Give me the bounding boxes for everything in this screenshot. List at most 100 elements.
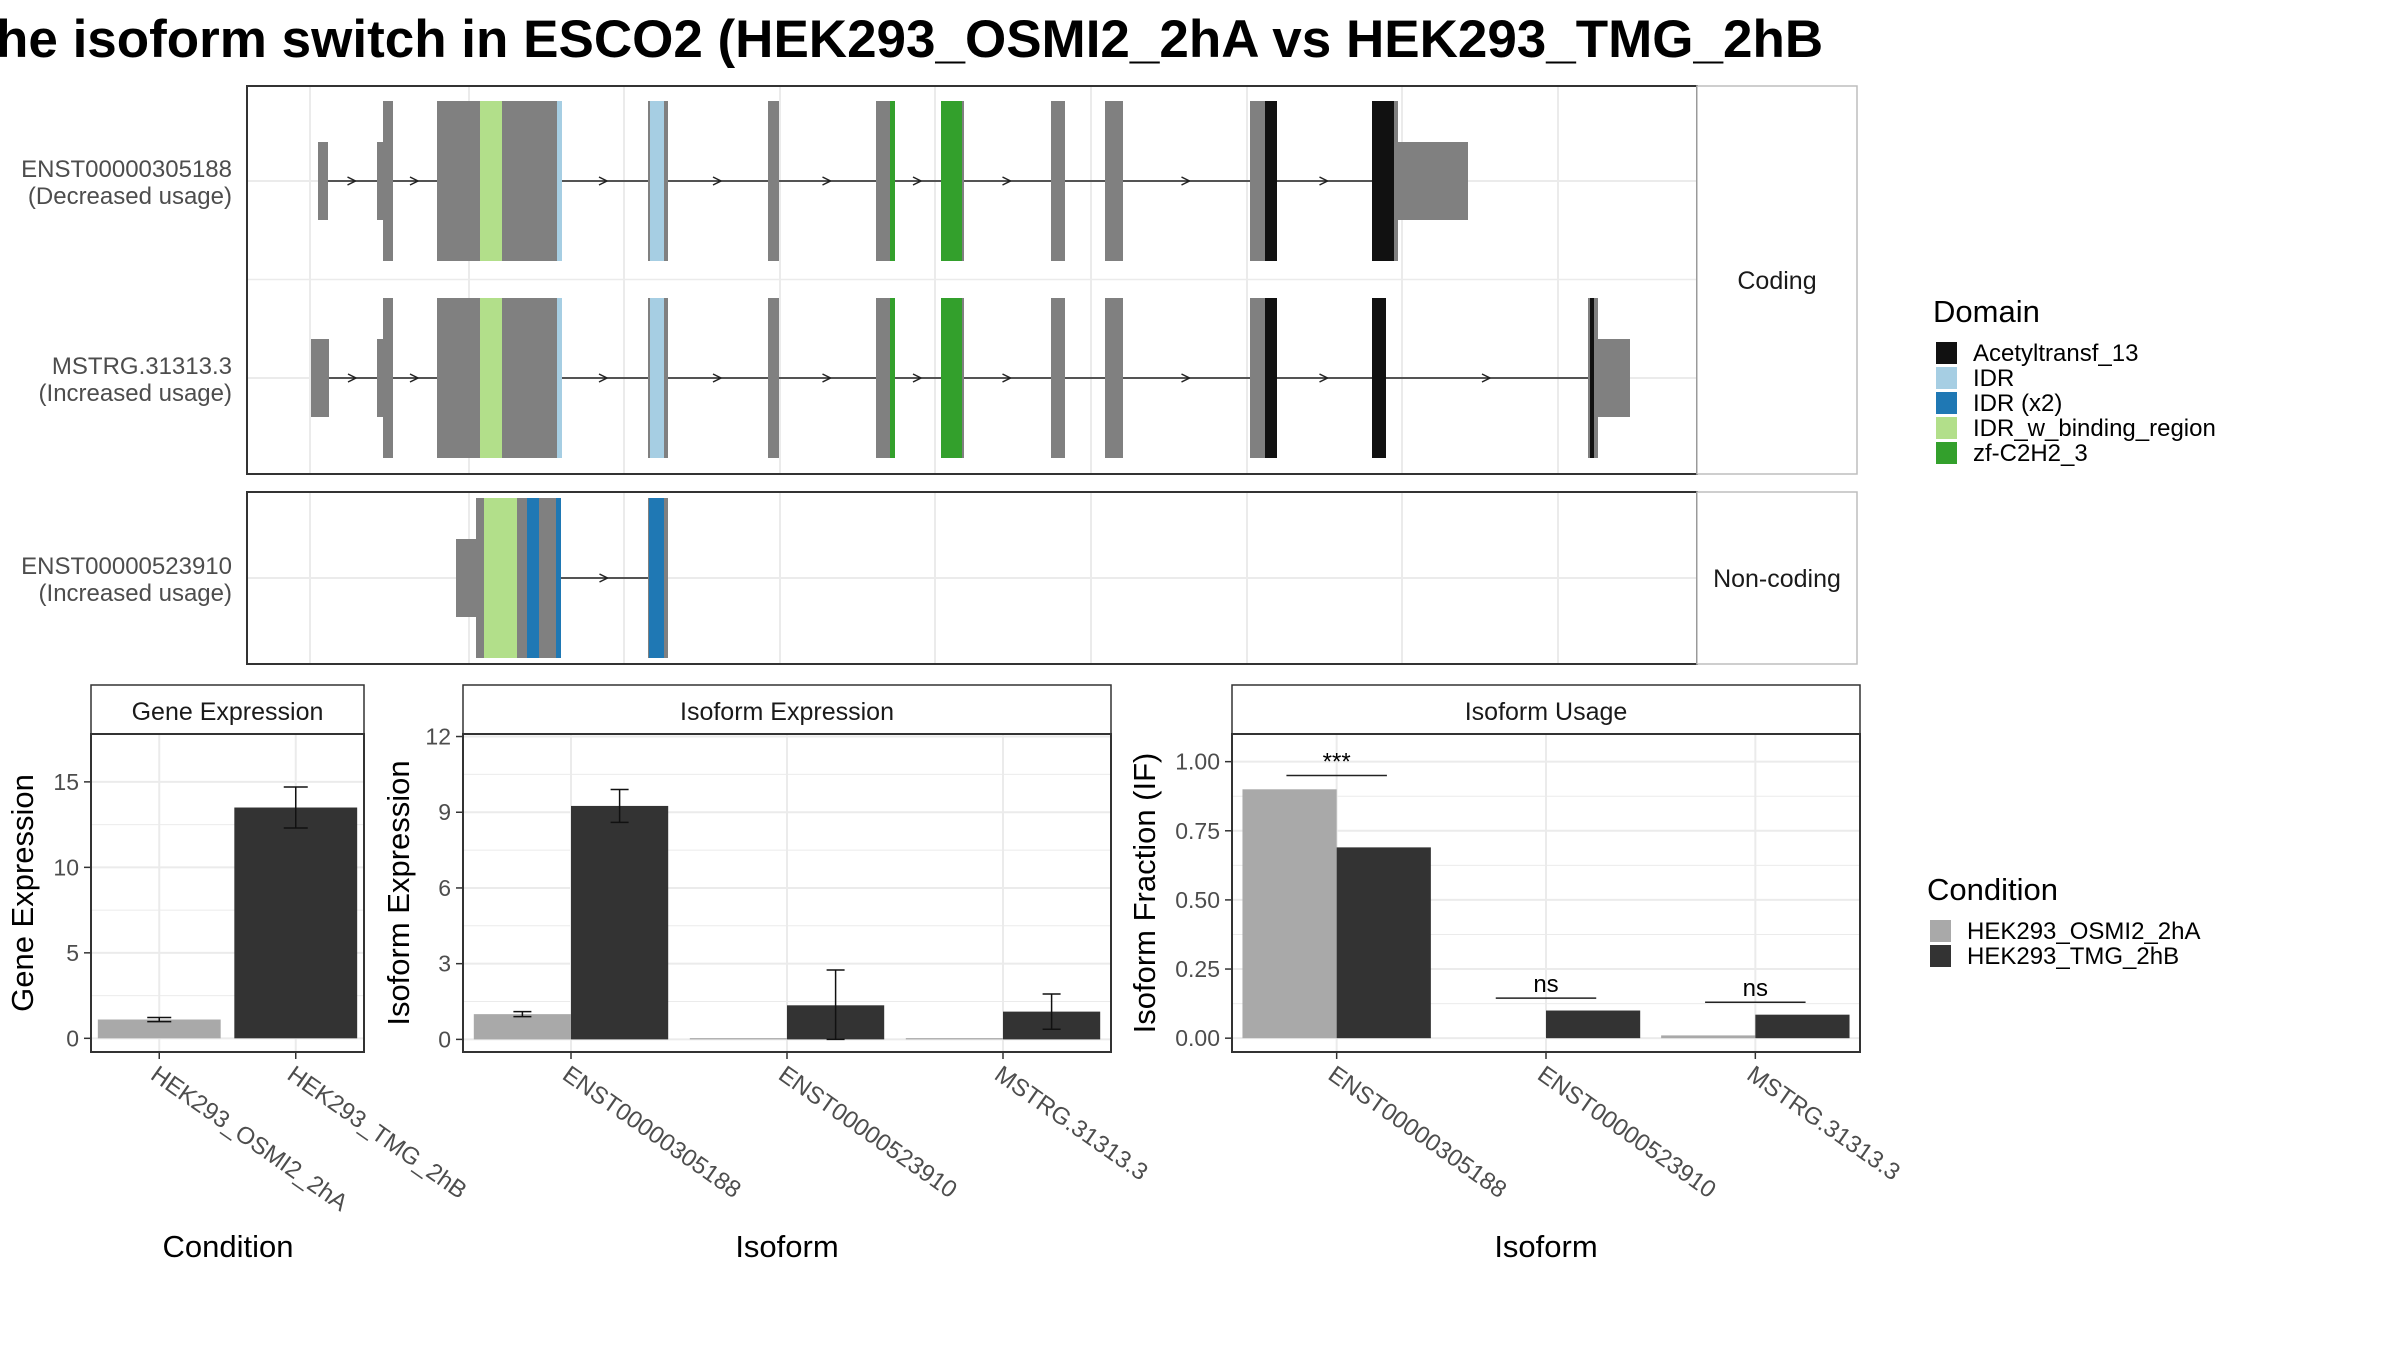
chart-title: Isoform Expression bbox=[680, 698, 894, 726]
domain-segment bbox=[890, 101, 895, 261]
chart-strip bbox=[462, 684, 1112, 735]
intron-arrow bbox=[1002, 176, 1013, 186]
domain-segment bbox=[649, 498, 664, 658]
domain-legend-swatch bbox=[1936, 442, 1957, 464]
x-tick-label: ENST00000305188 bbox=[558, 1061, 746, 1204]
intron-arrow bbox=[912, 373, 923, 383]
intron-arrow bbox=[598, 373, 609, 383]
domain-legend-swatch bbox=[1936, 367, 1957, 389]
y-tick-label: 12 bbox=[425, 724, 451, 750]
exon bbox=[1051, 101, 1065, 261]
x-tick-label: ENST00000305188 bbox=[1323, 1061, 1511, 1204]
domain-segment bbox=[1265, 101, 1277, 261]
bar bbox=[473, 1014, 571, 1040]
x-axis-title: Condition bbox=[163, 1229, 294, 1264]
exon bbox=[383, 298, 393, 458]
intron-arrow bbox=[409, 373, 420, 383]
significance-label: ns bbox=[1533, 971, 1558, 998]
x-tick-label: MSTRG.31313.3 bbox=[990, 1061, 1153, 1186]
domain-segment bbox=[557, 101, 562, 261]
domain-segment bbox=[1372, 101, 1394, 261]
bar bbox=[1661, 1035, 1756, 1039]
x-axis-title: Isoform bbox=[1494, 1229, 1597, 1264]
chart-strip bbox=[90, 684, 365, 735]
y-tick-label: 0.00 bbox=[1175, 1025, 1220, 1051]
figure-title: he isoform switch in ESCO2 (HEK293_OSMI2… bbox=[0, 10, 1823, 69]
exon bbox=[1598, 339, 1630, 417]
domain-legend-label: IDR (x2) bbox=[1973, 390, 2062, 417]
isoform-usage-label: (Decreased usage) bbox=[28, 183, 232, 210]
intron-arrow bbox=[347, 176, 358, 186]
condition-legend-label: HEK293_OSMI2_2hA bbox=[1967, 918, 2200, 945]
exon bbox=[768, 101, 779, 261]
chart-panel-border bbox=[90, 733, 365, 1053]
intron-arrow bbox=[912, 176, 923, 186]
bar bbox=[1755, 1014, 1850, 1039]
strip-label: Non-coding bbox=[1713, 565, 1841, 593]
y-axis-title: Isoform Expression bbox=[381, 760, 416, 1025]
domain-legend-label: IDR bbox=[1973, 365, 2014, 392]
intron-arrow bbox=[599, 573, 610, 583]
exon bbox=[768, 298, 779, 458]
domain-segment bbox=[556, 498, 561, 658]
domain-segment bbox=[941, 298, 962, 458]
y-axis-title: Gene Expression bbox=[5, 774, 40, 1012]
y-tick-label: 9 bbox=[438, 799, 451, 825]
y-tick-label: 15 bbox=[53, 769, 79, 795]
strip-label: Coding bbox=[1737, 267, 1816, 295]
intron-arrow bbox=[1319, 176, 1330, 186]
bar bbox=[1242, 789, 1337, 1039]
condition-legend-label: HEK293_TMG_2hB bbox=[1967, 943, 2179, 970]
domain-segment bbox=[890, 298, 895, 458]
exon bbox=[383, 101, 393, 261]
domain-segment bbox=[527, 498, 539, 658]
bar bbox=[1546, 1010, 1641, 1039]
expression-charts: Gene Expression051015HEK293_OSMI2_2hAHEK… bbox=[5, 684, 1905, 1264]
intron-arrow bbox=[409, 176, 420, 186]
intron-arrow bbox=[1319, 373, 1330, 383]
x-axis-title: Isoform bbox=[735, 1229, 838, 1264]
exon bbox=[1051, 298, 1065, 458]
bar bbox=[97, 1019, 221, 1039]
y-tick-label: 5 bbox=[66, 940, 79, 966]
intron-arrow bbox=[712, 373, 723, 383]
y-tick-label: 0 bbox=[66, 1025, 79, 1051]
y-tick-label: 10 bbox=[53, 854, 79, 880]
domain-segment bbox=[480, 101, 502, 261]
panel-strip bbox=[1696, 85, 1858, 475]
isoform-usage-label: (Increased usage) bbox=[39, 580, 232, 607]
y-tick-label: 0 bbox=[438, 1026, 451, 1052]
isoform-usage-label: (Increased usage) bbox=[39, 380, 232, 407]
exon bbox=[377, 142, 385, 220]
x-tick-label: MSTRG.31313.3 bbox=[1742, 1061, 1905, 1186]
domain-legend-swatch bbox=[1936, 392, 1957, 414]
domain-legend-swatch bbox=[1936, 342, 1957, 364]
chart-title: Isoform Usage bbox=[1465, 698, 1628, 726]
domain-segment bbox=[484, 498, 517, 658]
significance-label: *** bbox=[1323, 748, 1351, 775]
exon bbox=[1105, 101, 1123, 261]
exon bbox=[456, 539, 478, 617]
condition-legend-swatch bbox=[1930, 945, 1951, 967]
y-tick-label: 1.00 bbox=[1175, 749, 1220, 775]
x-tick-label: ENST00000523910 bbox=[774, 1061, 962, 1204]
y-tick-label: 0.50 bbox=[1175, 887, 1220, 913]
y-tick-label: 3 bbox=[438, 951, 451, 977]
intron-arrow bbox=[712, 176, 723, 186]
domain-legend-swatch bbox=[1936, 417, 1957, 439]
domain-legend-label: IDR_w_binding_region bbox=[1973, 415, 2216, 442]
condition-legend-swatch bbox=[1930, 920, 1951, 942]
bar bbox=[1336, 847, 1431, 1039]
domain-legend-label: zf-C2H2_3 bbox=[1973, 440, 2088, 467]
exon bbox=[1398, 142, 1468, 220]
domain-segment bbox=[1265, 298, 1277, 458]
chart-strip bbox=[1231, 684, 1861, 735]
x-tick-label: ENST00000523910 bbox=[1533, 1061, 1721, 1204]
significance-label: ns bbox=[1743, 975, 1768, 1002]
domain-segment bbox=[941, 101, 962, 261]
intron-arrow bbox=[598, 176, 609, 186]
bar bbox=[689, 1038, 787, 1040]
isoform-structure-plot: Coding ENST00000305188(Decreased usage) MS… bbox=[21, 85, 1858, 665]
domain-segment bbox=[1590, 298, 1594, 458]
